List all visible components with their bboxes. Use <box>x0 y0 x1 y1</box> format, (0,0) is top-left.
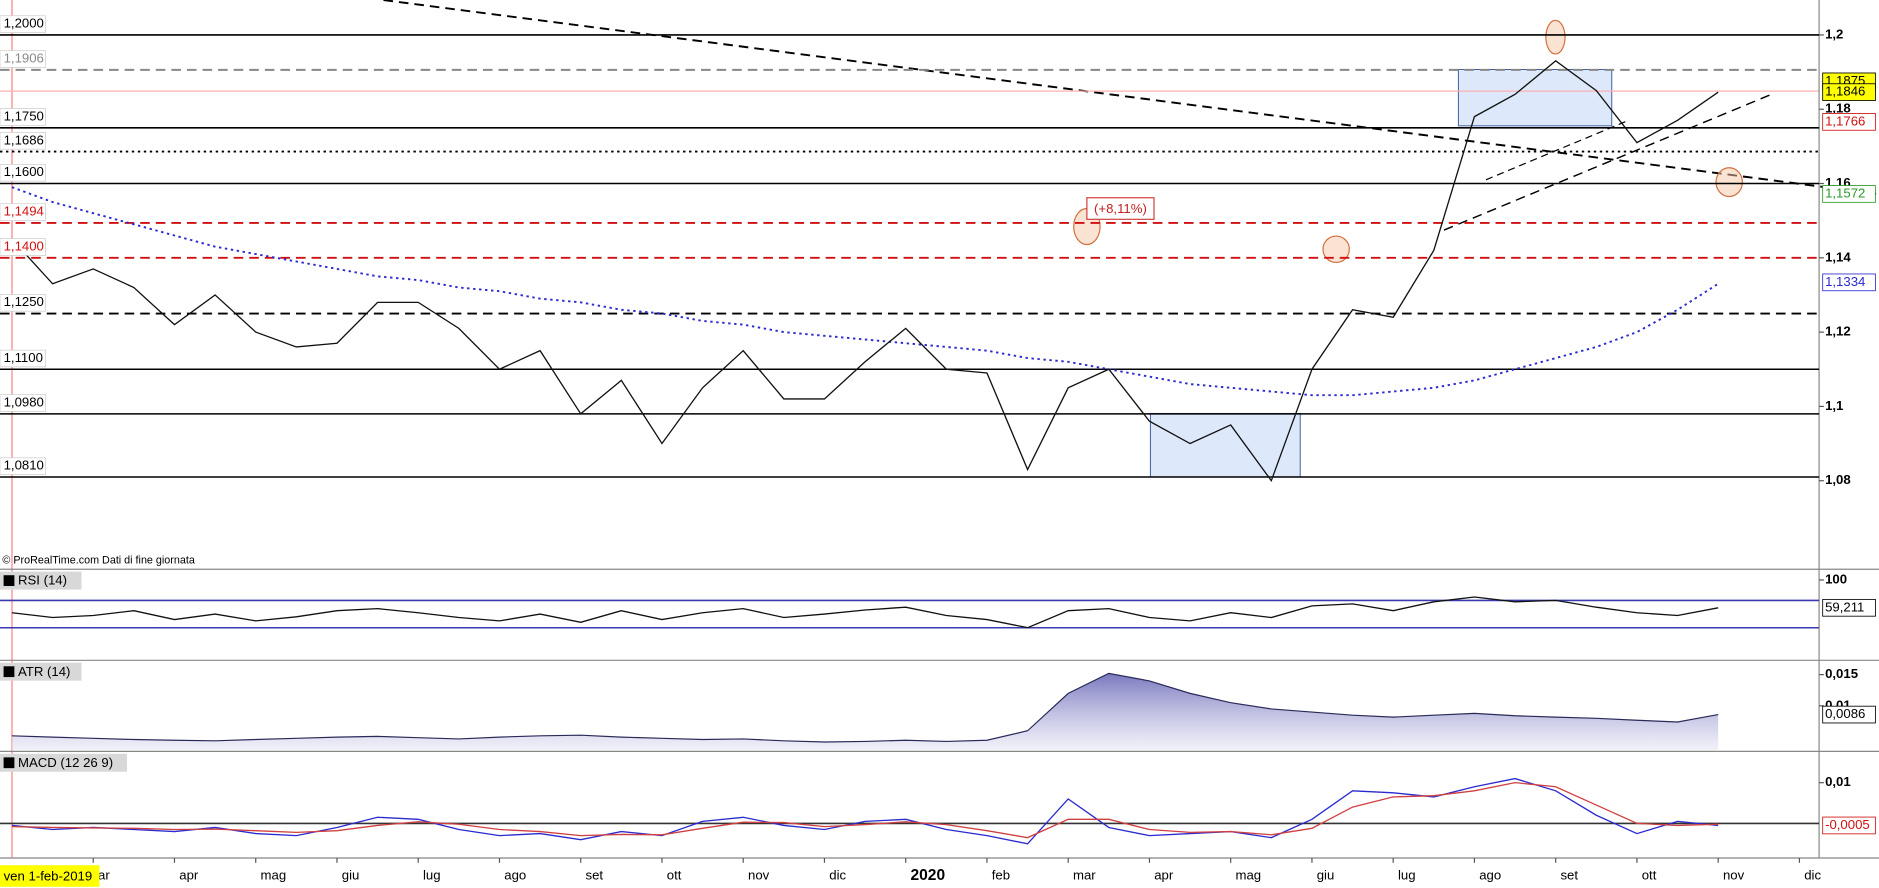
cursor-label-box <box>0 865 100 887</box>
value-badge-label: 1,1572 <box>1825 185 1865 200</box>
series-line <box>11 596 1719 629</box>
highlight <box>1715 167 1743 198</box>
y-tick-label: 1,1 <box>1825 398 1843 413</box>
level-label-box <box>0 50 46 68</box>
level-label-box <box>0 457 46 475</box>
level-label-box <box>0 238 46 256</box>
x-tick-label: mag <box>261 867 287 882</box>
level-label-box <box>0 15 46 33</box>
x-tick-label: set <box>586 867 604 882</box>
series-line <box>11 186 1719 397</box>
level-label: 1,2000 <box>4 16 44 31</box>
panel-title-icon <box>3 575 15 587</box>
level-label: 1,1906 <box>4 51 44 66</box>
x-tick-label: lug <box>423 867 441 882</box>
x-tick-label: mar <box>1073 867 1096 882</box>
panel-title: RSI (14) <box>18 573 67 588</box>
x-tick-label: lug <box>1398 867 1416 882</box>
level-label-box <box>0 108 46 126</box>
cursor-label: ven 1-feb-2019 <box>4 869 93 884</box>
panel-title: ATR (14) <box>18 664 70 679</box>
y-tick-label: 1,08 <box>1825 472 1851 487</box>
range-box <box>1149 412 1301 478</box>
value-badge <box>1822 273 1876 292</box>
trendline <box>1443 92 1774 231</box>
panel-title-icon <box>3 666 15 678</box>
annotation-box <box>1086 197 1155 220</box>
value-badge-label: -0,0005 <box>1825 817 1870 832</box>
level-label: 1,1686 <box>4 132 44 147</box>
value-badge-label: 0,0086 <box>1825 706 1865 721</box>
level-label: 1,1494 <box>4 204 44 219</box>
value-badge <box>1822 598 1876 617</box>
value-badge <box>1822 185 1876 203</box>
level-label-box <box>0 203 46 221</box>
level-label: 1,1400 <box>4 239 44 254</box>
x-tick-label: ott <box>1642 867 1657 882</box>
x-tick-label: dic <box>829 867 846 882</box>
level-label: 1,1600 <box>4 164 44 179</box>
source-note: © ProRealTime.com Dati di fine giornata <box>2 555 194 567</box>
x-tick-label: feb <box>992 867 1010 882</box>
level-label: 1,0980 <box>4 395 44 410</box>
panel-title-box <box>0 753 128 772</box>
x-tick-label: apr <box>1154 867 1174 882</box>
x-tick-label: mag <box>1235 867 1261 882</box>
series-line <box>11 60 1719 483</box>
x-tick-label: giu <box>1317 867 1335 882</box>
y-tick-label: 1,14 <box>1825 249 1851 264</box>
trendline <box>383 0 1879 196</box>
x-tick-label: ago <box>504 867 526 882</box>
x-tick-label: dic <box>1804 867 1821 882</box>
range-box <box>1457 69 1613 127</box>
level-label-box <box>0 294 46 312</box>
x-tick-label: ar <box>98 867 110 882</box>
level-label-box <box>0 163 46 182</box>
series-area <box>11 673 1719 751</box>
x-tick-label: nov <box>1723 867 1745 882</box>
level-label: 1,1250 <box>4 294 44 309</box>
value-badge <box>1822 113 1876 131</box>
level-label-box <box>0 394 46 412</box>
x-tick-label: apr <box>179 867 199 882</box>
series-line <box>11 781 1719 839</box>
x-tick-label: nov <box>748 867 770 882</box>
y-tick-label: 1,18 <box>1825 101 1851 116</box>
y-tick-label: 0,015 <box>1825 666 1858 681</box>
level-label-box <box>0 132 46 150</box>
series-line <box>11 672 1719 743</box>
x-tick-label: 2020 <box>911 867 946 884</box>
panel-title-box <box>0 571 82 590</box>
value-badge-label: 1,1334 <box>1825 274 1865 289</box>
x-tick-label: giu <box>342 867 360 882</box>
panel-title-box <box>0 662 82 681</box>
value-badge-label: 59,211 <box>1825 599 1864 614</box>
annotation: (+8,11%) <box>1094 201 1147 216</box>
value-badge <box>1822 83 1876 101</box>
highlight <box>1545 19 1566 55</box>
value-badge <box>1822 705 1876 724</box>
y-tick-label: 1,2 <box>1825 26 1843 41</box>
x-tick-label: ott <box>667 867 682 882</box>
highlight <box>1322 235 1350 264</box>
value-badge-label: 1,1766 <box>1825 113 1865 128</box>
panel-title-icon <box>3 757 15 769</box>
level-label: 1,1750 <box>4 109 44 124</box>
panel-title: MACD (12 26 9) <box>18 755 113 770</box>
level-label-box <box>0 349 46 368</box>
trendline <box>1485 119 1630 181</box>
series-line <box>11 777 1719 845</box>
y-tick-label: 0,01 <box>1825 774 1851 789</box>
value-badge-label: 1,1846 <box>1825 84 1865 99</box>
value-badge <box>1822 816 1876 835</box>
level-label: 1,0810 <box>4 458 44 473</box>
level-label: 1,1100 <box>4 350 43 365</box>
x-tick-label: set <box>1560 867 1578 882</box>
x-tick-label: ago <box>1479 867 1501 882</box>
y-tick-label: 1,12 <box>1825 324 1851 339</box>
y-tick-label: 100 <box>1825 571 1847 586</box>
